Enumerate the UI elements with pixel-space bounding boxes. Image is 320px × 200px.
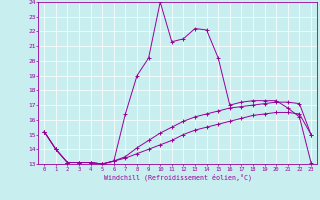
X-axis label: Windchill (Refroidissement éolien,°C): Windchill (Refroidissement éolien,°C)	[104, 174, 252, 181]
